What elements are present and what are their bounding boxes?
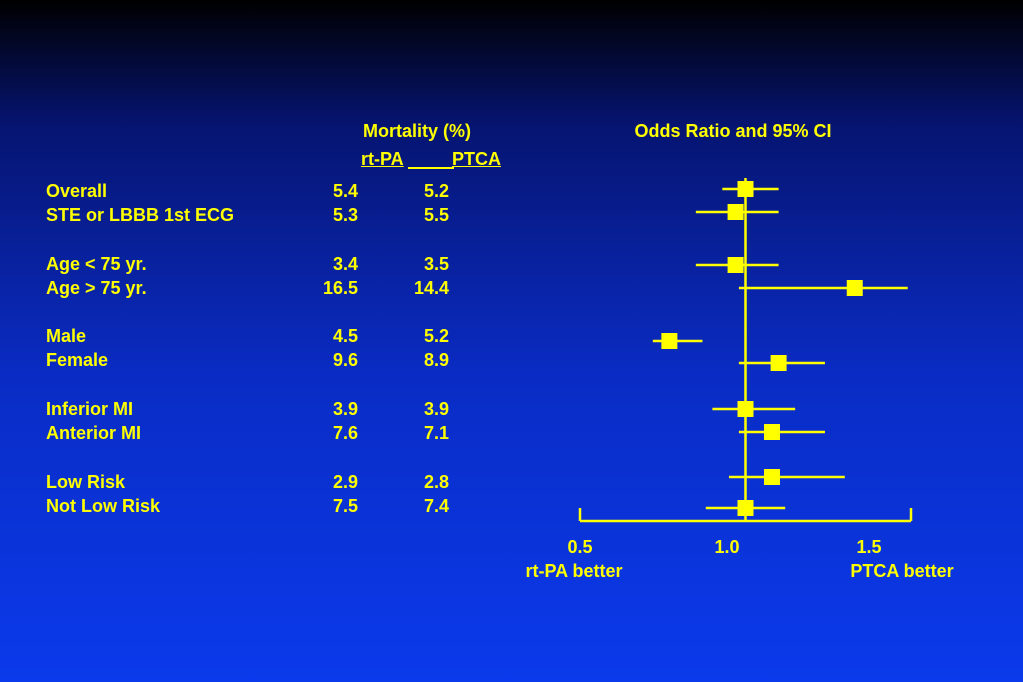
- odds-ratio-marker: [763, 469, 780, 485]
- row-ptca-value: 3.5: [423, 254, 449, 274]
- row-label: Age < 75 yr.: [46, 254, 147, 274]
- row-label: Female: [46, 350, 109, 370]
- odds-ratio-marker: [737, 401, 754, 417]
- odds-ratio-marker: [737, 181, 754, 197]
- row-label: Inferior MI: [46, 399, 134, 419]
- right-direction-label: PTCA better: [850, 561, 953, 581]
- left-direction-label: rt-PA better: [525, 561, 622, 581]
- row-ptca-value: 14.4: [413, 278, 449, 298]
- row-rtpa-value: 7.6: [332, 423, 358, 443]
- odds-ratio-marker: [763, 424, 780, 440]
- row-ptca-value: 3.9: [423, 399, 449, 419]
- row-label: Age > 75 yr.: [46, 278, 147, 298]
- row-rtpa-value: 5.4: [332, 181, 358, 201]
- row-label: Overall: [46, 181, 108, 201]
- row-ptca-value: 7.1: [423, 423, 449, 443]
- header-underline-gap: [408, 149, 454, 169]
- odds-ratio-marker: [846, 280, 863, 296]
- row-rtpa-value: 16.5: [322, 278, 358, 298]
- odds-ratio-marker: [770, 355, 787, 371]
- row-rtpa-value: 7.5: [332, 496, 358, 516]
- tick-label: 0.5: [567, 537, 592, 557]
- row-rtpa-value: 3.9: [332, 399, 358, 419]
- tick-label: 1.5: [856, 537, 881, 557]
- tick-label: 1.0: [714, 537, 739, 557]
- row-ptca-value: 7.4: [423, 496, 449, 516]
- row-rtpa-value: 3.4: [332, 254, 358, 274]
- row-ptca-value: 5.5: [423, 205, 449, 225]
- odds-ratio-marker: [737, 500, 754, 516]
- row-rtpa-value: 2.9: [332, 472, 358, 492]
- row-label: STE or LBBB 1st ECG: [46, 205, 235, 225]
- row-label: Anterior MI: [46, 423, 142, 443]
- col-ptca-header: PTCA: [452, 149, 501, 169]
- odds-ratio-marker: [661, 333, 678, 349]
- mortality-header: Mortality (%): [363, 121, 471, 141]
- odds-ratio-marker: [727, 257, 744, 273]
- col-rtpa-header: rt-PA: [361, 149, 404, 169]
- row-ptca-value: 5.2: [423, 326, 449, 346]
- row-ptca-value: 2.8: [423, 472, 449, 492]
- row-label: Male: [46, 326, 87, 346]
- row-ptca-value: 5.2: [423, 181, 449, 201]
- row-label: Low Risk: [46, 472, 126, 492]
- chart-title: Odds Ratio and 95% CI: [634, 121, 831, 141]
- row-ptca-value: 8.9: [423, 350, 449, 370]
- odds-ratio-marker: [727, 204, 744, 220]
- row-label: Not Low Risk: [46, 496, 161, 516]
- row-rtpa-value: 5.3: [332, 205, 358, 225]
- row-rtpa-value: 4.5: [332, 326, 358, 346]
- row-rtpa-value: 9.6: [332, 350, 358, 370]
